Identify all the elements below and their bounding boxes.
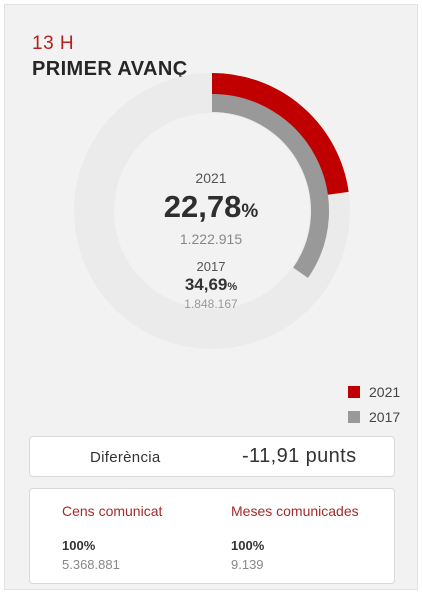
tables-heading: Meses comunicades xyxy=(231,503,359,519)
donut-arc-2021 xyxy=(211,73,349,196)
census-info-box: Cens comunicat 100% 5.368.881 Meses comu… xyxy=(29,488,395,584)
legend-label-2017: 2017 xyxy=(369,409,401,425)
legend-swatch-2017 xyxy=(348,411,360,423)
legend-label-2021: 2021 xyxy=(369,384,401,400)
census-value: 5.368.881 xyxy=(62,557,120,572)
difference-value: -11,91 punts xyxy=(242,445,357,467)
census-percent: 100% xyxy=(62,538,96,553)
current-year-label: 2021 xyxy=(195,170,227,186)
current-turnout-percent: 22,78% xyxy=(163,189,259,224)
card-title: PRIMER AVANÇ xyxy=(32,58,188,80)
legend-item-2017: 2017 xyxy=(348,409,400,425)
legend-item-2021: 2021 xyxy=(348,384,400,400)
donut-track-inner xyxy=(115,114,309,308)
difference-box: Diferència -11,91 punts xyxy=(29,436,395,477)
legend-swatch-2021 xyxy=(348,386,360,398)
results-card: 13 H PRIMER AVANÇ 2021 22,78% 1.222.915 … xyxy=(4,4,418,590)
tables-column: Meses comunicades 100% 9.139 xyxy=(231,503,359,572)
previous-votes: 1.848.167 xyxy=(184,297,238,311)
previous-year-label: 2017 xyxy=(196,259,226,274)
turnout-donut-chart xyxy=(74,73,350,349)
census-column: Cens comunicat 100% 5.368.881 xyxy=(62,503,162,572)
census-heading: Cens comunicat xyxy=(62,503,163,519)
donut-arc-2017 xyxy=(211,94,329,278)
difference-label: Diferència xyxy=(90,449,161,466)
tables-percent: 100% xyxy=(231,538,265,553)
tables-value: 9.139 xyxy=(231,557,264,572)
time-label: 13 H xyxy=(32,33,75,54)
previous-turnout-percent: 34,69% xyxy=(184,275,238,294)
current-votes: 1.222.915 xyxy=(179,231,243,247)
